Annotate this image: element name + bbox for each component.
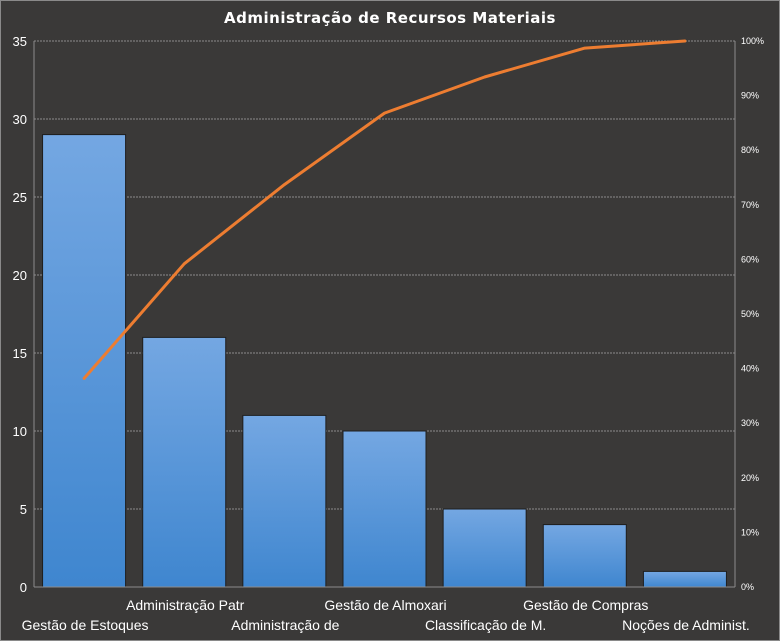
bar — [42, 134, 127, 588]
chart-title: Administração de Recursos Materiais — [224, 9, 556, 27]
y2-tick-label: 20% — [741, 473, 759, 483]
y2-tick-label: 100% — [741, 36, 764, 46]
y2-tick-label: 10% — [741, 527, 759, 537]
x-tick-label: Classificação de M. — [425, 617, 546, 633]
y2-tick-label: 30% — [741, 418, 759, 428]
x-tick-label: Gestão de Almoxari — [324, 597, 446, 613]
y2-tick-label: 50% — [741, 309, 759, 319]
bar — [142, 336, 227, 588]
y-tick-label: 0 — [20, 580, 27, 595]
y-tick-label: 20 — [13, 268, 27, 283]
bar — [342, 430, 427, 588]
y2-tick-label: 80% — [741, 145, 759, 155]
y-tick-label: 35 — [13, 34, 27, 49]
y-tick-label: 15 — [13, 346, 27, 361]
cumulative-percent-line — [82, 39, 687, 380]
x-tick-label: Gestão de Compras — [523, 597, 648, 613]
y-tick-label: 5 — [20, 502, 27, 517]
bar — [242, 414, 327, 588]
x-tick-label: Noções de Administ. — [622, 617, 750, 633]
x-tick-label: Administração Patr — [126, 597, 245, 613]
bar — [542, 524, 627, 588]
x-tick-label: Administração de — [231, 617, 339, 633]
bar — [442, 508, 527, 588]
y2-tick-label: 0% — [741, 582, 754, 592]
y2-tick-label: 70% — [741, 200, 759, 210]
y-tick-label: 30 — [13, 112, 27, 127]
y2-tick-label: 40% — [741, 364, 759, 374]
bar — [642, 570, 727, 588]
y-tick-label: 10 — [13, 424, 27, 439]
y-tick-label: 25 — [13, 190, 27, 205]
x-tick-label: Gestão de Estoques — [22, 617, 149, 633]
y2-tick-label: 60% — [741, 254, 759, 264]
y2-tick-label: 90% — [741, 91, 759, 101]
